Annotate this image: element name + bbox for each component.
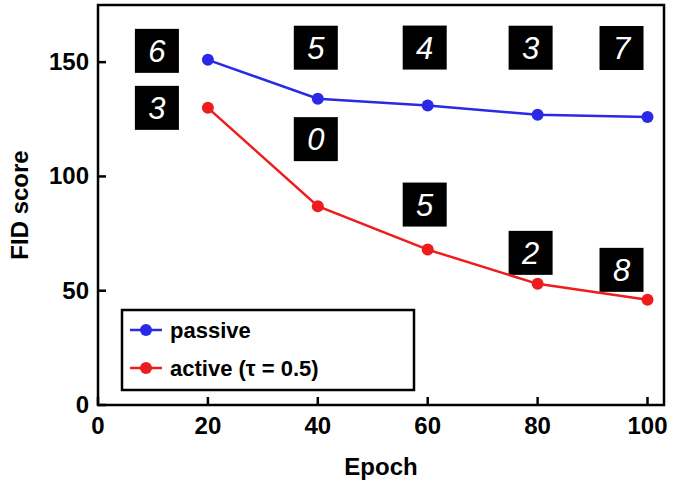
plot-frame <box>98 5 664 405</box>
chart: 020406080100050100150EpochFID score65437… <box>0 0 680 493</box>
series-line <box>208 108 648 300</box>
legend-marker <box>140 324 152 336</box>
sample-image <box>600 248 644 292</box>
sample-image <box>135 29 179 73</box>
y-tick-label: 150 <box>49 48 89 75</box>
series-point <box>422 244 434 256</box>
series-point <box>422 100 434 112</box>
y-axis-title: FID score <box>6 150 33 259</box>
sample-digit: 7 <box>613 31 632 66</box>
sample-digit: 8 <box>613 253 631 288</box>
sample-image <box>509 231 553 275</box>
series-point <box>532 109 544 121</box>
y-tick <box>98 175 106 178</box>
sample-digit: 0 <box>307 122 324 157</box>
sample-images: 6 5 4 3 7 3 0 5 2 8 <box>135 26 644 292</box>
x-tick <box>207 397 210 405</box>
sample-digit: 2 <box>521 236 539 271</box>
x-tick <box>317 397 320 405</box>
x-tick-label: 60 <box>414 412 441 439</box>
series-line <box>208 60 648 117</box>
y-tick-label: 50 <box>62 277 89 304</box>
legend: passive active (τ = 0.5) <box>122 310 414 390</box>
sample-image <box>403 26 447 70</box>
series-point <box>202 54 214 66</box>
series-point <box>312 93 324 105</box>
x-tick <box>426 397 429 405</box>
x-tick <box>536 397 539 405</box>
sample-image <box>509 26 553 70</box>
y-tick <box>98 404 106 407</box>
sample-digit: 5 <box>307 31 325 66</box>
sample-image <box>403 183 447 227</box>
sample-digit: 5 <box>416 188 434 223</box>
legend-label: passive <box>170 318 251 343</box>
y-tick-label: 0 <box>76 391 89 418</box>
sample-image <box>600 26 644 70</box>
sample-image <box>135 86 179 130</box>
series-point <box>532 278 544 290</box>
x-tick-label: 40 <box>304 412 331 439</box>
sample-digit: 4 <box>416 31 433 66</box>
sample-digit: 3 <box>148 91 165 126</box>
sample-image <box>294 117 338 161</box>
legend-box <box>122 310 414 390</box>
sample-digit: 6 <box>148 34 166 69</box>
series-point <box>642 111 654 123</box>
sample-digit: 3 <box>522 31 539 66</box>
x-tick-label: 80 <box>524 412 551 439</box>
y-tick <box>98 289 106 292</box>
x-axis-title: Epoch <box>344 453 417 480</box>
series-point <box>202 102 214 114</box>
x-tick <box>646 397 649 405</box>
series-point <box>642 294 654 306</box>
x-tick-label: 20 <box>195 412 222 439</box>
series-point <box>312 200 324 212</box>
sample-image <box>294 26 338 70</box>
legend-label: active (τ = 0.5) <box>170 356 319 381</box>
x-tick-label: 100 <box>627 412 667 439</box>
y-tick <box>98 61 106 64</box>
legend-marker <box>140 362 152 374</box>
y-tick-label: 100 <box>49 162 89 189</box>
series-group <box>202 54 654 306</box>
x-tick-label: 0 <box>91 412 104 439</box>
